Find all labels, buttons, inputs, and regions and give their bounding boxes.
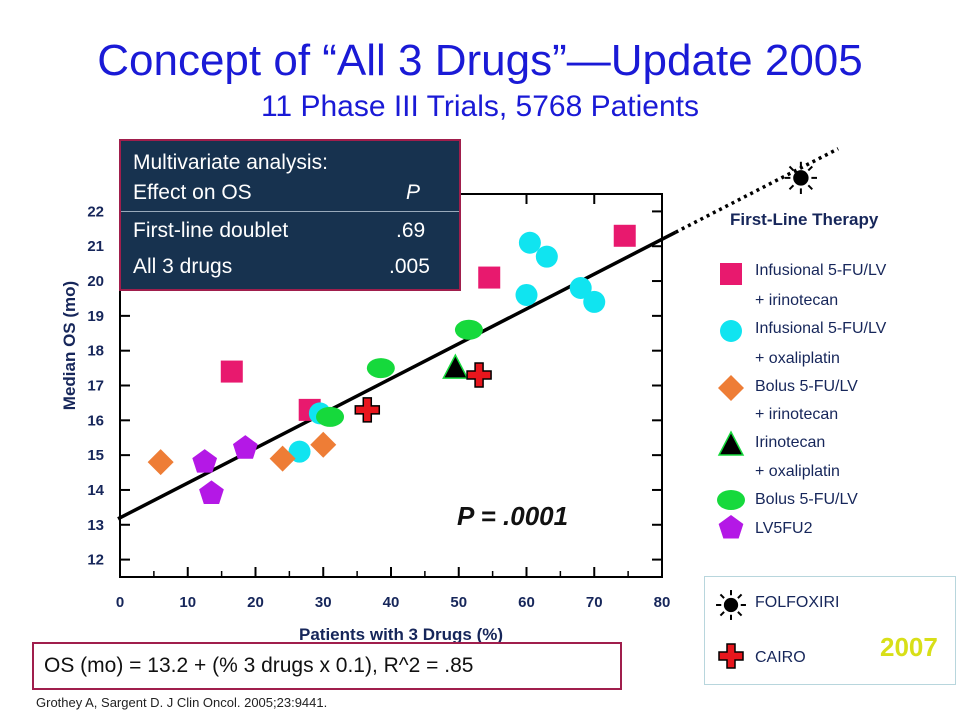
legend-symbol-ellipse bbox=[717, 490, 745, 510]
sun-ray bbox=[788, 184, 795, 190]
stats-line-4-value: .005 bbox=[389, 255, 430, 278]
stats-line-1: Multivariate analysis: bbox=[133, 151, 328, 174]
legend-line-1: Infusional 5-FU/LV bbox=[755, 262, 887, 279]
y-tick-label: 21 bbox=[87, 238, 104, 255]
year-label: 2007 bbox=[880, 632, 938, 662]
legend-symbol-cairo bbox=[718, 643, 744, 669]
legend-line-8: + oxaliplatin bbox=[755, 463, 840, 480]
data-point-cross bbox=[354, 397, 381, 423]
y-tick-label: 14 bbox=[87, 482, 104, 499]
y-tick-label: 15 bbox=[87, 447, 104, 464]
regression-equation: OS (mo) = 13.2 + (% 3 drugs x 0.1), R^2 … bbox=[44, 654, 474, 677]
stats-line-3-value: .69 bbox=[396, 219, 426, 242]
sun-ray bbox=[807, 165, 813, 172]
sun-core bbox=[793, 170, 809, 186]
stats-line-3-label: First-line doublet bbox=[133, 219, 289, 242]
p-value-label: P = .0001 bbox=[457, 501, 568, 532]
data-point-circle bbox=[515, 283, 538, 306]
legend-symbol-triangle bbox=[717, 430, 745, 456]
x-tick-label: 0 bbox=[116, 594, 124, 611]
sun-ray bbox=[807, 184, 813, 190]
x-axis-title: Patients with 3 Drugs (%) bbox=[299, 625, 503, 644]
equation-box: OS (mo) = 13.2 + (% 3 drugs x 0.1), R^2 … bbox=[32, 642, 622, 690]
legend-line-6: + irinotecan bbox=[755, 406, 839, 423]
data-point-pentagon bbox=[232, 435, 258, 459]
x-tick-label: 10 bbox=[179, 594, 196, 611]
x-tick-label: 20 bbox=[247, 594, 264, 611]
stats-line-2-label: Effect on OS bbox=[133, 181, 252, 204]
y-tick-label: 12 bbox=[87, 552, 104, 569]
y-tick-label: 19 bbox=[87, 308, 104, 325]
data-point-pentagon bbox=[199, 480, 224, 504]
data-point-circle bbox=[583, 290, 606, 313]
x-tick-label: 30 bbox=[315, 594, 332, 611]
stats-line-4-label: All 3 drugs bbox=[133, 255, 233, 278]
data-point-cross bbox=[466, 362, 492, 388]
legend-title: First-Line Therapy bbox=[730, 210, 879, 229]
sun-ray bbox=[719, 593, 725, 599]
legend-symbol-folfoxiri bbox=[716, 590, 746, 620]
data-point-ellipse bbox=[454, 319, 483, 340]
data-point-diamond bbox=[269, 445, 296, 472]
x-tick-label: 80 bbox=[654, 594, 671, 611]
stats-separator bbox=[121, 211, 459, 212]
x-tick-label: 50 bbox=[450, 594, 467, 611]
legend-line-2: + irinotecan bbox=[755, 292, 839, 309]
legend-folfoxiri: FOLFOXIRI bbox=[755, 594, 840, 611]
x-tick-label: 70 bbox=[586, 594, 603, 611]
page-subtitle: 11 Phase III Trials, 5768 Patients bbox=[260, 90, 700, 123]
legend-symbol-diamond bbox=[718, 375, 744, 401]
legend-symbol-pentagon bbox=[718, 515, 744, 539]
legend-symbol-square bbox=[720, 263, 742, 285]
legend-line-9: Bolus 5-FU/LV bbox=[755, 491, 858, 508]
data-point-pentagon bbox=[192, 449, 218, 473]
y-tick-label: 17 bbox=[87, 378, 104, 395]
y-tick-label: 20 bbox=[87, 273, 104, 290]
x-tick-label: 40 bbox=[383, 594, 400, 611]
regression-line-extension bbox=[674, 147, 839, 234]
data-point-circle bbox=[569, 277, 592, 300]
data-point-square bbox=[220, 360, 243, 383]
data-point-square bbox=[613, 224, 636, 247]
legend-line-3: Infusional 5-FU/LV bbox=[755, 320, 887, 337]
folfoxiri-marker bbox=[784, 161, 817, 194]
p-value-text: P = .0001 bbox=[457, 501, 569, 531]
legend-2007-box bbox=[704, 576, 956, 685]
y-tick-label: 18 bbox=[87, 343, 104, 360]
sun-core bbox=[723, 597, 739, 613]
data-point-ellipse bbox=[366, 358, 395, 379]
y-tick-label: 22 bbox=[87, 203, 104, 220]
sun-ray bbox=[788, 165, 795, 172]
legend-line-10: LV5FU2 bbox=[755, 520, 813, 537]
stats-line-2-value: P bbox=[406, 181, 421, 204]
y-tick-label: 16 bbox=[87, 412, 104, 429]
data-point-triangle bbox=[442, 353, 469, 379]
data-point-circle bbox=[518, 231, 541, 254]
x-tick-label: 60 bbox=[518, 594, 535, 611]
data-point-diamond bbox=[147, 449, 174, 476]
legend-line-4: + oxaliplatin bbox=[755, 350, 840, 367]
multivariate-stats-box: Multivariate analysis: Effect on OS P Fi… bbox=[119, 139, 461, 291]
legend-line-5: Bolus 5-FU/LV bbox=[755, 378, 858, 395]
sun-ray bbox=[719, 611, 725, 617]
y-tick-label: 13 bbox=[87, 517, 104, 534]
data-point-square bbox=[478, 266, 501, 289]
y-axis-title: Median OS (mo) bbox=[60, 281, 79, 410]
data-point-diamond bbox=[310, 431, 337, 458]
sun-ray bbox=[737, 593, 743, 599]
data-point-circle bbox=[535, 245, 558, 268]
citation: Grothey A, Sargent D. J Clin Oncol. 2005… bbox=[36, 695, 328, 710]
page-title: Concept of “All 3 Drugs”—Update 2005 bbox=[97, 36, 863, 85]
sun-ray bbox=[737, 611, 743, 617]
legend-symbol-circle bbox=[720, 320, 742, 342]
legend-line-7: Irinotecan bbox=[755, 434, 826, 451]
data-point-ellipse bbox=[316, 406, 345, 427]
legend-cairo: CAIRO bbox=[755, 649, 806, 666]
